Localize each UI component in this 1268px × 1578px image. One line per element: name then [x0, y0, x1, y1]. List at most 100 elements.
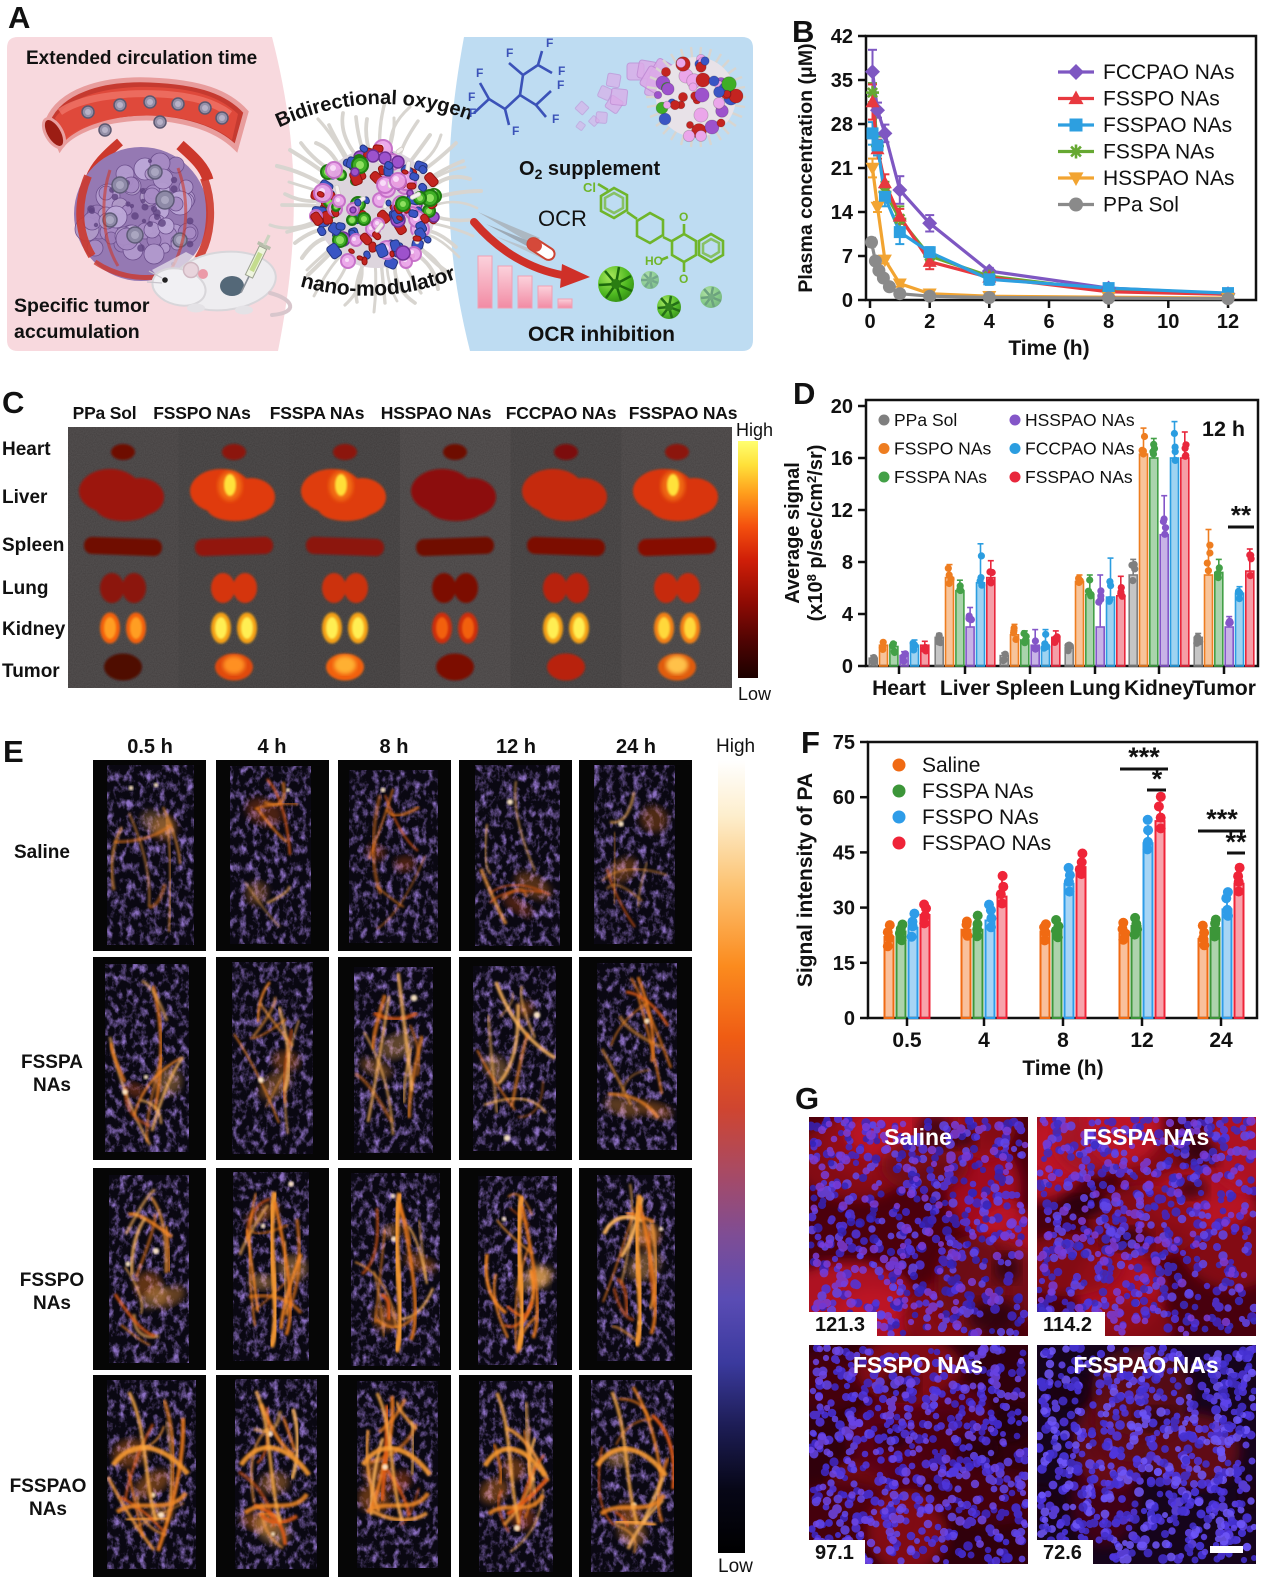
svg-text:OCR: OCR	[538, 206, 587, 231]
svg-text:O: O	[679, 210, 688, 224]
svg-text:12: 12	[1217, 311, 1239, 333]
svg-text:2: 2	[924, 311, 935, 333]
svg-text:Kidney: Kidney	[1124, 677, 1194, 700]
svg-text:(x108 p/sec/cm2/sr): (x108 p/sec/cm2/sr)	[804, 445, 827, 622]
svg-text:15: 15	[833, 953, 855, 975]
svg-text:F: F	[512, 124, 519, 138]
svg-text:Time (h): Time (h)	[1022, 1057, 1103, 1080]
svg-text:4: 4	[978, 1029, 990, 1052]
svg-text:Bidirectional oxygen: Bidirectional oxygen	[272, 87, 476, 132]
svg-text:Heart: Heart	[872, 677, 926, 700]
svg-text:HSSPAO NAs: HSSPAO NAs	[1025, 410, 1135, 430]
svg-text:0.5: 0.5	[892, 1029, 922, 1052]
svg-text:Low: Low	[718, 1556, 753, 1577]
svg-text:35: 35	[831, 70, 853, 92]
svg-text:F: F	[557, 78, 564, 92]
svg-text:**: **	[1231, 500, 1252, 530]
svg-text:FSSPA NAs: FSSPA NAs	[922, 780, 1034, 803]
svg-text:F: F	[469, 106, 476, 120]
svg-text:FCCPAO NAs: FCCPAO NAs	[1103, 61, 1234, 84]
svg-text:FSSPO NAs: FSSPO NAs	[153, 403, 251, 423]
svg-text:8: 8	[1057, 1029, 1069, 1052]
svg-text:Plasma concentration (μM): Plasma concentration (μM)	[795, 43, 817, 292]
svg-text:Extended circulation time: Extended circulation time	[26, 48, 257, 69]
svg-text:Saline: Saline	[14, 842, 70, 863]
svg-text:F: F	[506, 46, 513, 60]
svg-text:Time (h): Time (h)	[1008, 337, 1089, 360]
svg-text:F: F	[468, 90, 475, 104]
svg-text:121.3: 121.3	[815, 1314, 865, 1336]
svg-text:0: 0	[842, 290, 853, 312]
svg-text:FSSPA: FSSPA	[21, 1052, 83, 1073]
svg-text:10: 10	[1157, 311, 1179, 333]
svg-text:FSSPA NAs: FSSPA NAs	[1083, 1124, 1210, 1150]
svg-text:FSSPA NAs: FSSPA NAs	[894, 467, 987, 487]
svg-text:45: 45	[833, 842, 855, 864]
svg-text:HSSPAO NAs: HSSPAO NAs	[381, 403, 492, 423]
svg-text:FSSPO NAs: FSSPO NAs	[853, 1352, 983, 1378]
svg-text:42: 42	[831, 26, 853, 48]
svg-text:24: 24	[1209, 1029, 1233, 1052]
svg-text:FSSPAO NAs: FSSPAO NAs	[1103, 114, 1232, 137]
svg-text:12 h: 12 h	[496, 736, 536, 758]
svg-text:75: 75	[833, 732, 855, 754]
svg-text:0: 0	[864, 311, 875, 333]
svg-text:Spleen: Spleen	[996, 677, 1065, 700]
svg-text:4 h: 4 h	[258, 736, 287, 758]
svg-text:F: F	[801, 725, 820, 760]
svg-text:24 h: 24 h	[616, 736, 656, 758]
svg-text:8: 8	[1103, 311, 1114, 333]
svg-text:Heart: Heart	[2, 439, 51, 460]
svg-text:FCCPAO NAs: FCCPAO NAs	[1025, 439, 1135, 459]
svg-text:A: A	[8, 0, 30, 35]
svg-text:FSSPO NAs: FSSPO NAs	[894, 439, 991, 459]
svg-text:30: 30	[833, 898, 855, 920]
svg-text:Liver: Liver	[940, 677, 990, 700]
svg-text:HO: HO	[645, 254, 663, 268]
svg-text:O2 supplement: O2 supplement	[519, 158, 660, 182]
svg-text:Average signal: Average signal	[782, 462, 804, 604]
svg-text:NAs: NAs	[33, 1293, 71, 1314]
svg-text:NAs: NAs	[33, 1075, 71, 1096]
svg-text:F: F	[558, 64, 565, 78]
svg-text:D: D	[793, 376, 815, 411]
svg-text:**: **	[1225, 827, 1247, 857]
svg-text:FCCPAO NAs: FCCPAO NAs	[506, 403, 617, 423]
svg-text:16: 16	[831, 448, 853, 470]
svg-text:O: O	[679, 272, 688, 286]
svg-text:20: 20	[831, 396, 853, 418]
svg-text:High: High	[716, 736, 755, 757]
svg-text:PPa Sol: PPa Sol	[894, 410, 957, 430]
svg-text:Spleen: Spleen	[2, 535, 64, 556]
svg-text:4: 4	[842, 604, 854, 626]
svg-text:*: *	[1152, 764, 1163, 794]
svg-text:FSSPO NAs: FSSPO NAs	[1103, 88, 1220, 111]
svg-text:12: 12	[1130, 1029, 1153, 1052]
svg-text:Kidney: Kidney	[2, 619, 66, 640]
svg-text:FSSPO NAs: FSSPO NAs	[922, 806, 1039, 829]
svg-text:Saline: Saline	[922, 754, 980, 777]
svg-text:FSSPAO: FSSPAO	[10, 1476, 87, 1497]
svg-text:***: ***	[1206, 804, 1238, 834]
svg-text:8: 8	[842, 552, 853, 574]
svg-text:Lung: Lung	[2, 578, 48, 599]
svg-text:8 h: 8 h	[380, 736, 409, 758]
svg-text:FSSPAO NAs: FSSPAO NAs	[1025, 467, 1133, 487]
svg-text:PPa Sol: PPa Sol	[1103, 194, 1179, 217]
svg-text:4: 4	[984, 311, 996, 333]
svg-text:Lung: Lung	[1069, 677, 1120, 700]
svg-text:114.2: 114.2	[1043, 1314, 1092, 1336]
svg-text:accumulation: accumulation	[14, 321, 140, 343]
svg-text:E: E	[3, 734, 24, 769]
svg-text:***: ***	[1128, 742, 1160, 772]
svg-text:Signal intensity of PA: Signal intensity of PA	[794, 773, 817, 987]
svg-text:FSSPO: FSSPO	[20, 1270, 84, 1291]
svg-text:FSSPAO NAs: FSSPAO NAs	[629, 403, 738, 423]
svg-text:FSSPA NAs: FSSPA NAs	[270, 403, 365, 423]
svg-text:14: 14	[831, 202, 854, 224]
svg-text:7: 7	[842, 246, 853, 268]
svg-text:FSSPA NAs: FSSPA NAs	[1103, 141, 1215, 164]
svg-text:12 h: 12 h	[1202, 417, 1245, 441]
svg-text:OCR inhibition: OCR inhibition	[528, 323, 675, 346]
svg-text:FSSPAO NAs: FSSPAO NAs	[922, 832, 1051, 855]
